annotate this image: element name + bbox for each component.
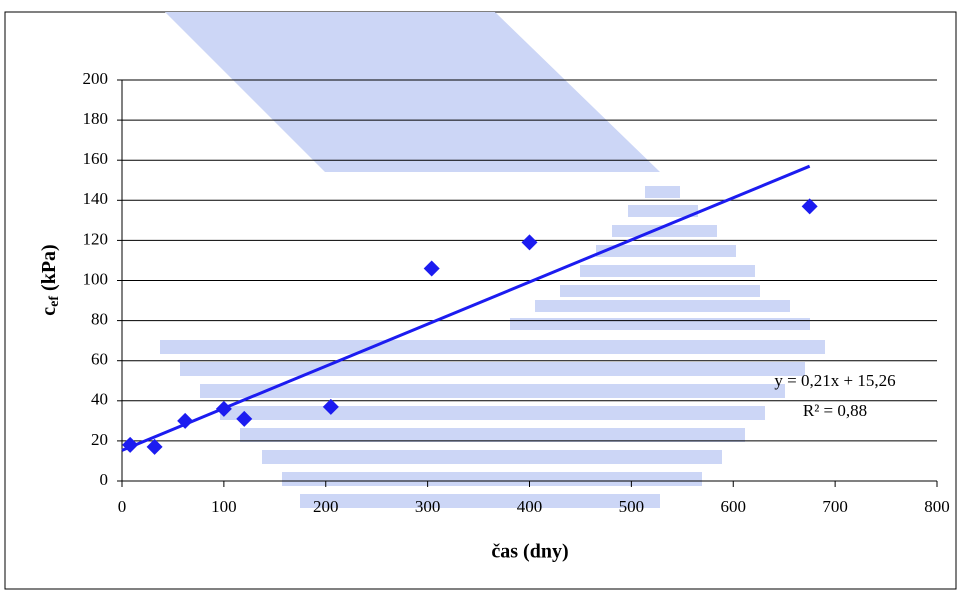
y-axis-title: cef (kPa) <box>38 244 63 315</box>
x-tick-label: 100 <box>211 497 237 516</box>
x-tick-label: 500 <box>619 497 645 516</box>
y-tick-label: 40 <box>91 390 108 409</box>
data-point <box>801 198 818 215</box>
watermark <box>160 12 825 508</box>
trend-r2: R² = 0,88 <box>803 401 867 420</box>
data-point <box>236 410 253 427</box>
x-tick-label: 600 <box>721 497 747 516</box>
data-point <box>177 412 194 429</box>
data-point <box>215 400 232 417</box>
y-tick-label: 180 <box>83 109 109 128</box>
y-tick-label: 140 <box>83 189 109 208</box>
x-tick-label: 200 <box>313 497 339 516</box>
y-tick-label: 100 <box>83 269 109 288</box>
data-point <box>521 234 538 251</box>
x-tick-label: 0 <box>118 497 127 516</box>
trend-equation: y = 0,21x + 15,26 <box>774 371 895 390</box>
x-axis-title: čas (dny) <box>491 541 568 563</box>
y-tick-label: 20 <box>91 430 108 449</box>
data-point <box>322 398 339 415</box>
x-tick-label: 700 <box>822 497 848 516</box>
data-point <box>122 436 139 453</box>
y-title-sub: ef <box>47 296 62 307</box>
y-tick-label: 80 <box>91 310 108 329</box>
y-title-main: c <box>38 307 60 316</box>
x-tick-label: 800 <box>924 497 950 516</box>
trendline <box>121 164 811 452</box>
y-tick-label: 160 <box>83 149 109 168</box>
y-tick-label: 60 <box>91 350 108 369</box>
y-tick-label: 120 <box>83 229 109 248</box>
data-point <box>423 260 440 277</box>
y-tick-label: 0 <box>100 470 109 489</box>
x-tick-label: 400 <box>517 497 543 516</box>
y-tick-label: 200 <box>83 69 109 88</box>
y-title-rest: (kPa) <box>38 244 60 296</box>
x-tick-label: 300 <box>415 497 441 516</box>
data-point <box>146 438 163 455</box>
